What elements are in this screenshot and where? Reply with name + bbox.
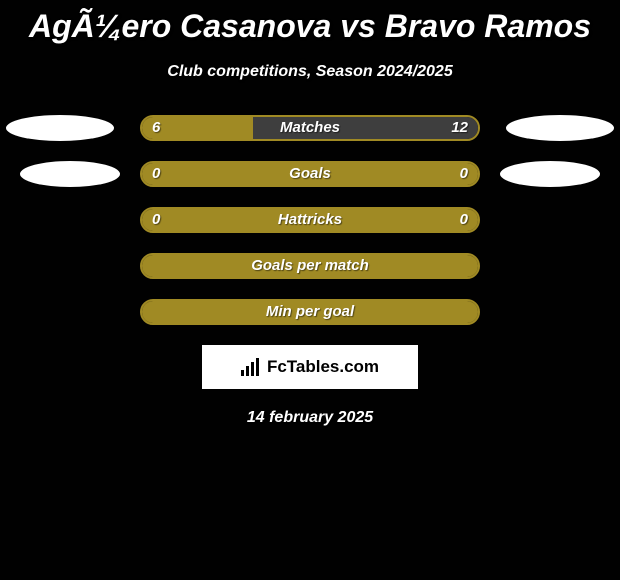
stat-label: Goals per match <box>140 257 480 274</box>
stat-label: Matches <box>140 119 480 136</box>
logo-text: FcTables.com <box>267 357 379 377</box>
stat-row: 00Goals <box>0 161 620 187</box>
player-ellipse-right <box>506 115 614 141</box>
player-ellipse-right <box>500 161 600 187</box>
stat-row: 00Hattricks <box>0 207 620 233</box>
stat-label: Min per goal <box>140 303 480 320</box>
logo-box: FcTables.com <box>202 345 418 389</box>
player-ellipse-left <box>20 161 120 187</box>
page-title: AgÃ¼ero Casanova vs Bravo Ramos <box>0 0 620 45</box>
stat-label: Hattricks <box>140 211 480 228</box>
stat-label: Goals <box>140 165 480 182</box>
player-ellipse-left <box>6 115 114 141</box>
stats-area: 612Matches 00Goals 00Hattricks Goals per ma… <box>0 115 620 325</box>
stat-row: 612Matches <box>0 115 620 141</box>
stat-row: Min per goal <box>0 299 620 325</box>
date-text: 14 february 2025 <box>0 409 620 427</box>
stat-row: Goals per match <box>0 253 620 279</box>
comparison-infographic: AgÃ¼ero Casanova vs Bravo Ramos Club com… <box>0 0 620 580</box>
barchart-icon <box>241 358 261 376</box>
subtitle: Club competitions, Season 2024/2025 <box>0 63 620 81</box>
